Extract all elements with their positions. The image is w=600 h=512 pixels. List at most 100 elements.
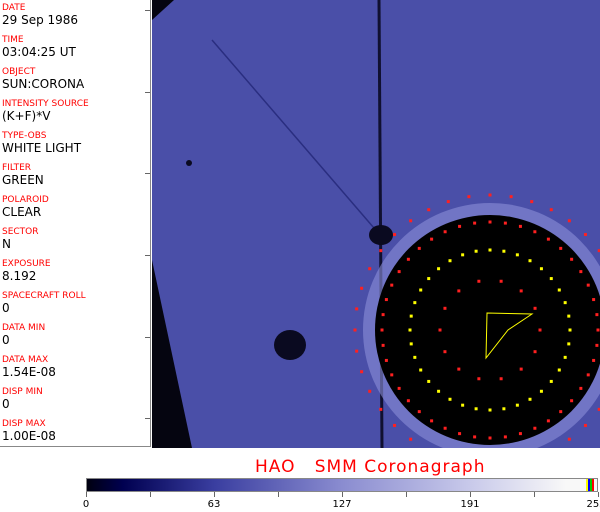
field-label: SECTOR [2,227,39,237]
limb-marker-dot [448,397,452,401]
limb-marker-dot [528,259,532,263]
limb-marker-dot [381,313,385,317]
limb-marker-dot [393,233,397,237]
limb-marker-dot [355,307,359,311]
limb-marker-dot [499,279,503,283]
limb-marker-dot [437,267,441,271]
field-label: EXPOSURE [2,259,51,269]
coronagraph-image[interactable] [152,0,600,448]
limb-marker-dot [474,407,478,411]
dust-spot [274,330,306,360]
field-label: POLAROID [2,195,49,205]
limb-marker-dot [518,224,522,228]
limb-marker-dot [586,373,590,377]
limb-marker-dot [413,355,417,359]
limb-marker-dot [592,298,596,302]
field-value: 0 [2,333,10,347]
field-value: 03:04:25 UT [2,45,76,59]
limb-marker-dot [406,399,410,403]
limb-marker-dot [503,435,507,439]
field-value: WHITE LIGHT [2,141,82,155]
limb-marker-dot [461,403,465,407]
limb-marker-dot [519,289,523,293]
limb-marker-dot [413,301,417,305]
colorbar-tick [342,492,343,497]
limb-marker-dot [437,389,441,393]
field-label: DATA MIN [2,323,46,333]
limb-marker-dot [419,368,423,372]
limb-marker-dot [549,208,553,212]
limb-marker-dot [443,306,447,310]
limb-marker-dot [597,407,600,411]
sun-limb-markers [353,193,600,441]
field-value: N [2,237,11,251]
occulter-disk [375,215,600,445]
limb-marker-dot [597,249,600,253]
colorbar-tick [150,492,151,497]
limb-marker-dot [408,328,412,332]
field-label: DATE [2,3,26,13]
field-value: 8.192 [2,269,37,283]
limb-marker-dot [406,257,410,261]
limb-marker-dot [583,233,587,237]
axis-tick [145,10,150,11]
limb-marker-dot [557,288,561,292]
limb-marker-dot [458,224,462,228]
colorbar-tick [86,492,87,497]
field-label: SPACECRAFT ROLL [2,291,86,301]
limb-marker-dot [579,386,583,390]
limb-marker-dot [390,373,394,377]
limb-marker-dot [570,257,574,261]
limb-marker-dot [409,437,413,441]
field-label: DATA MAX [2,355,49,365]
colorbar-tick [406,492,407,497]
limb-marker-dot [499,377,503,381]
limb-marker-dot [488,436,492,440]
limb-marker-dot [427,379,431,383]
limb-marker-dot [563,355,567,359]
limb-marker-dot [397,270,401,274]
limb-marker-dot [360,286,364,290]
limb-marker-dot [355,349,359,353]
colorbar-tick [214,492,215,497]
limb-marker-dot [488,248,492,252]
limb-marker-dot [419,288,423,292]
limb-marker-dot [559,410,563,414]
limb-marker-dot [427,277,431,281]
limb-marker-dot [549,277,553,281]
limb-marker-dot [539,389,543,393]
limb-marker-dot [390,283,394,287]
limb-marker-dot [546,237,550,241]
field-value: 29 Sep 1986 [2,13,79,27]
axis-tick [145,255,150,256]
limb-marker-dot [595,343,599,347]
limb-marker-dot [477,377,481,381]
limb-marker-dot [570,399,574,403]
limb-marker-dot [443,426,447,430]
limb-marker-dot [509,195,513,199]
limb-marker-dot [538,328,542,332]
colorbar-tick [534,492,535,497]
limb-marker-dot [427,208,431,212]
field-value: 0 [2,301,10,315]
limb-marker-dot [533,350,537,354]
field-label: FILTER [2,163,32,173]
limb-marker-dot [360,370,364,374]
limb-marker-dot [446,200,450,204]
limb-marker-dot [397,386,401,390]
limb-marker-dot [586,283,590,287]
limb-marker-dot [353,328,357,332]
limb-marker-dot [473,221,477,225]
field-label: DISP MAX [2,419,46,429]
field-value: 0 [2,397,10,411]
limb-marker-dot [592,358,596,362]
pylon-blob [369,225,393,245]
diffraction-streak [211,39,381,236]
limb-marker-dot [567,314,571,318]
colorbar-overlay-colors [586,479,594,491]
limb-marker-dot [430,419,434,423]
limb-marker-dot [539,267,543,271]
limb-marker-dot [567,219,571,223]
limb-marker-dot [457,367,461,371]
limb-marker-dot [368,389,372,393]
